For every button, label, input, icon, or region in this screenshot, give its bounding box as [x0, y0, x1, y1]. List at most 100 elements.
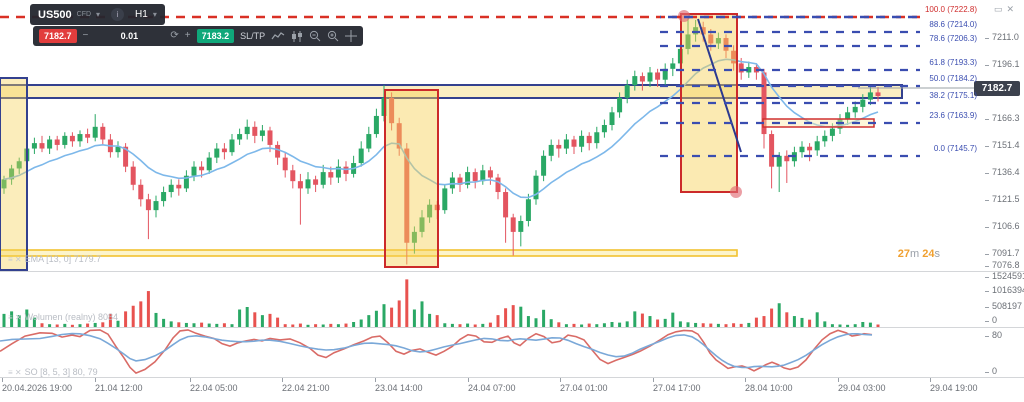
axis-tick [930, 378, 931, 382]
resistance-zone-band[interactable] [0, 84, 903, 99]
timeframe-value[interactable]: H1 [135, 9, 148, 20]
current-price-badge: 7182.7 [974, 81, 1020, 96]
symbol-dropdown-caret-icon[interactable]: ▾ [96, 10, 101, 19]
fib-level-label: 61.8 (7193.3) [929, 58, 977, 67]
oscillator-axis-label: 0 [992, 366, 998, 376]
time-axis-label: 21.04 12:00 [95, 383, 143, 393]
time-axis-label: 24.04 07:00 [468, 383, 516, 393]
volume-axis-label: 0 [992, 315, 998, 325]
trendline[interactable] [697, 18, 742, 153]
zoom-out-icon[interactable] [309, 30, 321, 42]
fib-level-label: 50.0 (7184.2) [929, 74, 977, 83]
candlestick-icon[interactable] [291, 30, 303, 42]
time-axis-label: 29.04 03:00 [838, 383, 886, 393]
time-axis-label: 29.04 19:00 [930, 383, 978, 393]
ema-indicator-label[interactable]: ≡ ✕ EMA [13, 0] 7179.7 [8, 254, 102, 264]
time-axis-label: 23.04 14:00 [375, 383, 423, 393]
axis-tick [985, 307, 989, 308]
minimize-icon[interactable]: ▭ [993, 4, 1007, 14]
axis-tick [985, 291, 989, 292]
left-highlight-zone[interactable] [0, 77, 28, 271]
price-axis-label: 7166.3 [992, 113, 1020, 123]
volume-series [2, 279, 880, 327]
axis-tick [190, 378, 191, 382]
axis-tick [468, 378, 469, 382]
axis-tick [985, 200, 989, 201]
price-axis-label: 7106.6 [992, 221, 1020, 231]
volume-axis-label: 1016394 [992, 285, 1024, 295]
impulse-box-mid[interactable] [384, 89, 439, 268]
time-axis-label: 27.04 01:00 [560, 383, 608, 393]
time-axis-label: 22.04 05:00 [190, 383, 238, 393]
fib-level-label: 100.0 (7222.8) [924, 5, 977, 14]
price-axis-label: 7091.7 [992, 248, 1020, 258]
axis-tick [985, 266, 989, 267]
axis-tick [985, 336, 989, 337]
stochastic-indicator-label[interactable]: ≡ ✕ SO [8, 5, 3] 80, 79 [8, 367, 98, 377]
axis-tick [985, 119, 989, 120]
price-axis-label: 7196.1 [992, 59, 1020, 69]
line-chart-icon[interactable] [271, 31, 285, 41]
axis-tick [560, 378, 561, 382]
axis-tick [985, 38, 989, 39]
axis-tick [985, 227, 989, 228]
axis-tick [985, 173, 989, 174]
candle-countdown-timer: 27m 24s [897, 248, 940, 260]
volume-axis-label: 508197 [992, 301, 1023, 311]
close-icon[interactable]: ✕ [1006, 4, 1018, 14]
axis-tick [375, 378, 376, 382]
refresh-icon[interactable]: ⟳ [170, 30, 179, 41]
oscillator-axis-label: 80 [992, 330, 1003, 340]
axis-tick [745, 378, 746, 382]
drawing-handle[interactable] [730, 186, 742, 198]
axis-tick [985, 321, 989, 322]
lot-size-input[interactable]: 0.01 [120, 31, 139, 41]
price-axis-label: 7121.5 [992, 194, 1020, 204]
fib-level-label: 38.2 (7175.1) [929, 91, 977, 100]
price-axis-label: 7136.4 [992, 167, 1020, 177]
indicator-menu-icons[interactable]: ≡ ✕ [8, 313, 22, 322]
axis-tick [985, 254, 989, 255]
indicator-menu-icons[interactable]: ≡ ✕ [8, 255, 22, 264]
ema-line [3, 58, 879, 199]
lot-decrease-button[interactable]: − [82, 30, 89, 41]
axis-tick [985, 65, 989, 66]
volume-indicator-label[interactable]: ≡ ✕ Wolumen (realny) 8084 [8, 312, 118, 322]
symbol-name[interactable]: US500 [38, 8, 72, 21]
time-axis-label: 22.04 21:00 [282, 383, 330, 393]
sltp-button[interactable]: SL/TP [240, 31, 266, 41]
window-controls: ▭✕ [994, 4, 1018, 15]
fib-level-label: 78.6 (7206.3) [929, 34, 977, 43]
symbol-toolbar: US500 CFD ▾ i H1 ▾ [30, 4, 165, 25]
volume-axis-label: 1524591 [992, 271, 1024, 281]
timeframe-dropdown-caret-icon[interactable]: ▾ [152, 10, 157, 19]
price-axis-label: 7076.8 [992, 260, 1020, 270]
sell-price-button[interactable]: 7182.7 [39, 29, 77, 43]
axis-tick [985, 372, 989, 373]
lot-increase-button[interactable]: + [184, 30, 191, 41]
axis-tick [985, 146, 989, 147]
axis-tick [838, 378, 839, 382]
time-axis-label: 27.04 17:00 [653, 383, 701, 393]
axis-tick [95, 378, 96, 382]
candlestick-series [1, 18, 881, 265]
buy-price-button[interactable]: 7183.2 [196, 29, 235, 43]
symbol-type-label: CFD [76, 11, 92, 18]
axis-tick [653, 378, 654, 382]
axis-tick [985, 277, 989, 278]
fib-level-label: 23.6 (7163.9) [929, 111, 977, 120]
stochastic-d-line [0, 332, 873, 369]
fib-level-label: 88.6 (7214.0) [929, 20, 977, 29]
fib-level-label: 0.0 (7145.7) [933, 144, 977, 153]
info-icon[interactable]: i [111, 8, 125, 21]
time-axis-label: 28.04 10:00 [745, 383, 793, 393]
zoom-in-icon[interactable] [327, 30, 339, 42]
yellow-support-band[interactable] [0, 249, 738, 257]
order-toolbar: 7182.7 − 0.01 ⟳ + 7183.2 SL/TP [33, 26, 364, 46]
crosshair-move-icon[interactable] [345, 30, 358, 42]
axis-tick [2, 378, 3, 382]
indicator-menu-icons[interactable]: ≡ ✕ [8, 368, 22, 377]
time-axis-label: 20.04.2026 19:00 [2, 383, 73, 393]
